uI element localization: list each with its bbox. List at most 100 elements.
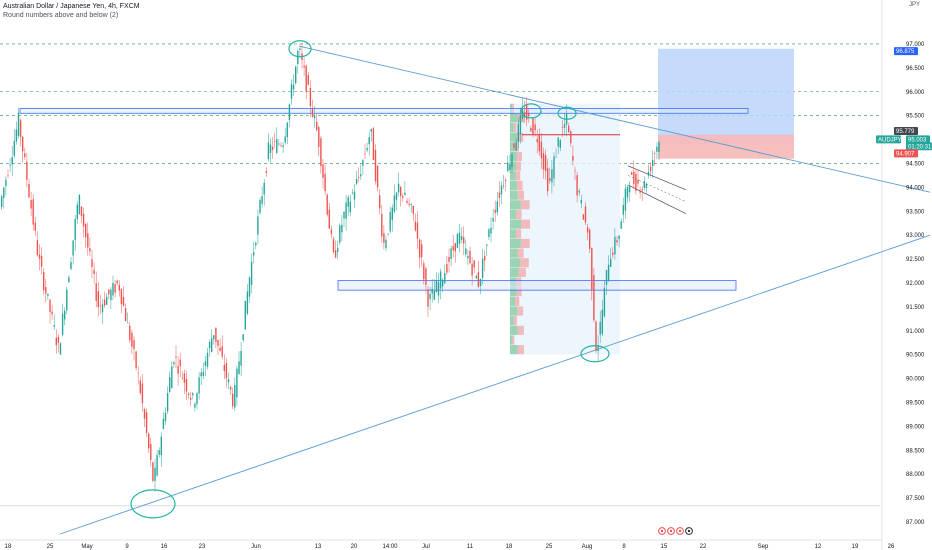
candle-body bbox=[347, 197, 349, 207]
volume-profile-sell-bar bbox=[517, 306, 524, 316]
candle-body bbox=[148, 433, 150, 449]
price-tag-last: 95.003 bbox=[908, 137, 927, 143]
volume-profile-sell-bar bbox=[516, 180, 523, 191]
candle-body bbox=[267, 142, 270, 160]
candle-body bbox=[505, 179, 507, 181]
candle-body bbox=[221, 346, 223, 357]
candle-body bbox=[152, 462, 154, 481]
candle-body bbox=[232, 393, 234, 407]
candle-body bbox=[481, 258, 484, 278]
candle-body bbox=[307, 75, 309, 85]
highlight-ellipse[interactable] bbox=[557, 106, 577, 120]
candle-body bbox=[97, 291, 99, 308]
time-tick-label: Jun bbox=[251, 544, 261, 550]
position-stop-zone[interactable] bbox=[658, 134, 794, 159]
candle-body bbox=[603, 288, 606, 317]
candle-body bbox=[196, 393, 198, 405]
candle-body bbox=[349, 201, 351, 213]
candle-body bbox=[194, 403, 196, 408]
time-tick-label: Jul bbox=[422, 544, 430, 550]
candle-body bbox=[322, 164, 324, 178]
time-tick-label: 13 bbox=[315, 544, 322, 550]
highlight-ellipse[interactable] bbox=[130, 489, 176, 519]
candle-body bbox=[108, 289, 110, 295]
candle-body bbox=[141, 383, 144, 404]
time-tick-label: 9 bbox=[125, 544, 129, 550]
price-tick-label: 91.500 bbox=[906, 305, 925, 311]
highlight-ellipse[interactable] bbox=[288, 40, 312, 58]
candle-body bbox=[391, 207, 393, 220]
candle-body bbox=[452, 246, 454, 251]
candle-body bbox=[502, 185, 505, 187]
candle-body bbox=[47, 293, 49, 296]
candle-body bbox=[261, 196, 263, 204]
price-tag-high-bg bbox=[894, 127, 918, 136]
candle-body bbox=[605, 269, 608, 285]
highlight-ellipse[interactable] bbox=[580, 345, 610, 363]
candle-body bbox=[423, 263, 425, 280]
volume-profile-buy-bar bbox=[510, 142, 515, 152]
horizontal-zone[interactable] bbox=[337, 280, 737, 291]
horizontal-zone[interactable] bbox=[19, 108, 749, 114]
channel-upper-line[interactable] bbox=[627, 165, 687, 191]
candle-body bbox=[450, 248, 452, 260]
candle-body bbox=[633, 171, 635, 184]
position-target-zone[interactable] bbox=[658, 48, 794, 145]
candle-body bbox=[526, 105, 528, 120]
candle-body bbox=[240, 350, 242, 366]
candle-body bbox=[106, 296, 108, 305]
candle-body bbox=[353, 191, 356, 200]
candle-body bbox=[509, 164, 511, 170]
candle-body bbox=[274, 140, 276, 142]
candle-body bbox=[143, 409, 146, 419]
price-tick-label: 95.500 bbox=[906, 114, 925, 120]
channel-mid-line bbox=[627, 175, 687, 202]
candle-body bbox=[446, 263, 448, 273]
candle-body bbox=[458, 232, 461, 244]
candle-body bbox=[433, 291, 435, 300]
candle-body bbox=[578, 190, 580, 193]
volume-profile-sell-bar bbox=[517, 345, 524, 355]
candle-body bbox=[213, 335, 215, 340]
volume-profile-sell-bar bbox=[520, 219, 530, 229]
candle-body bbox=[49, 299, 51, 312]
candle-body bbox=[116, 280, 118, 284]
countdown-tag: 01:20:31 bbox=[908, 144, 932, 150]
candle-body bbox=[133, 340, 135, 350]
trendline[interactable] bbox=[299, 45, 931, 193]
price-tick-label: 91.000 bbox=[906, 329, 925, 335]
candle-body bbox=[160, 436, 162, 456]
candle-body bbox=[616, 240, 618, 243]
candle-body bbox=[316, 121, 318, 131]
trendline[interactable] bbox=[59, 234, 931, 535]
candle-body bbox=[358, 176, 360, 178]
price-tick-label: 96.000 bbox=[906, 90, 925, 96]
candle-body bbox=[517, 123, 519, 143]
time-tick-label: Sep bbox=[758, 544, 769, 550]
candle-body bbox=[330, 229, 333, 235]
candle-body bbox=[416, 222, 419, 239]
channel-lower-line[interactable] bbox=[627, 184, 687, 214]
candle-body bbox=[563, 124, 566, 128]
candle-body bbox=[555, 157, 557, 158]
candle-body bbox=[628, 186, 631, 193]
candle-body bbox=[498, 192, 501, 198]
candle-body bbox=[406, 200, 408, 203]
candle-body bbox=[177, 366, 179, 374]
volume-profile-sell-bar bbox=[516, 151, 522, 162]
candle-body bbox=[32, 199, 34, 225]
time-tick-label: 12 bbox=[815, 544, 822, 550]
candle-body bbox=[372, 128, 375, 161]
candle-body bbox=[284, 136, 286, 143]
time-tick-label: 15 bbox=[661, 544, 668, 550]
candle-body bbox=[559, 140, 561, 148]
volume-profile-sell-bar bbox=[514, 142, 519, 152]
candle-body bbox=[599, 321, 601, 335]
highlight-ellipse[interactable] bbox=[520, 103, 542, 119]
candle-body bbox=[198, 377, 200, 394]
volume-profile-sell-bar bbox=[513, 123, 517, 133]
candle-body bbox=[519, 114, 522, 135]
candle-body bbox=[74, 218, 76, 240]
